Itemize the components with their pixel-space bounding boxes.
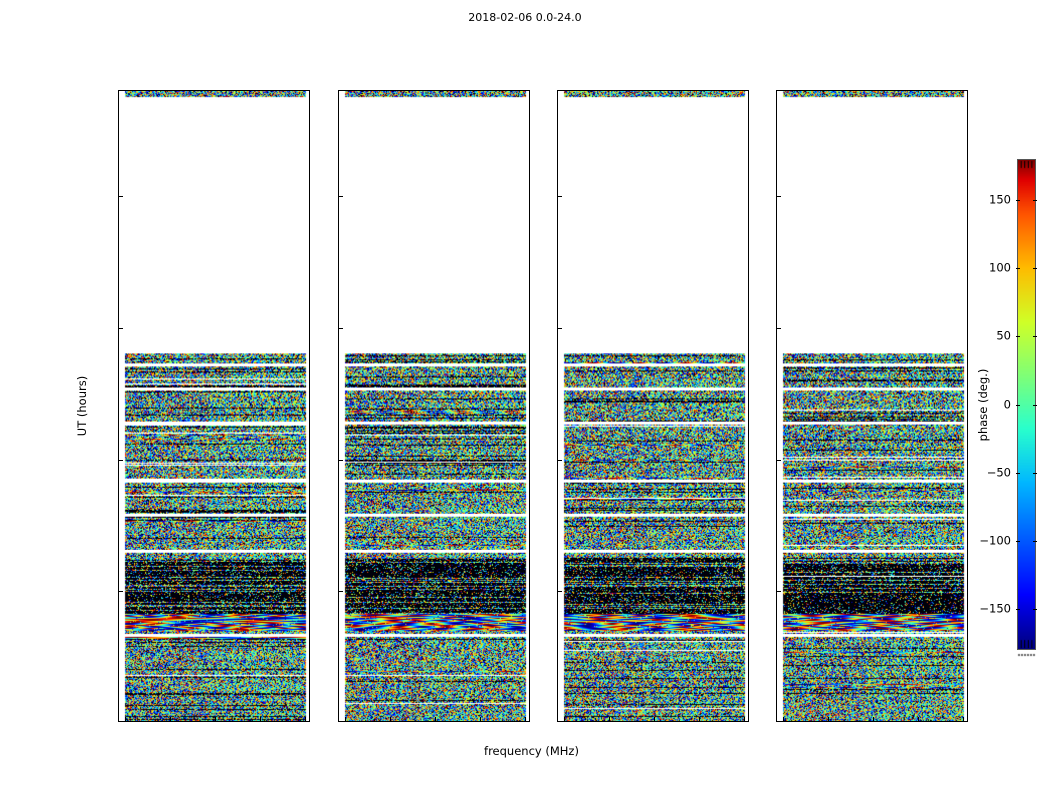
y-axis-tick (777, 196, 781, 198)
colorbar[interactable]: −150 −100 −50 0 50 100 150 (979, 159, 1037, 650)
y-axis-tick (339, 591, 343, 593)
colorbar-tick (1033, 472, 1037, 474)
y-axis-tick (339, 196, 343, 198)
x-axis-tick (390, 717, 391, 721)
x-axis-tick (873, 717, 874, 721)
colorbar-tick (1033, 609, 1037, 611)
x-axis-tick (963, 717, 964, 721)
x-axis-tick (609, 717, 610, 721)
phase-heatmap (558, 91, 748, 721)
phase-heatmap (339, 91, 529, 721)
colorbar-tick (1033, 336, 1037, 338)
colorbar-tick (1016, 540, 1020, 542)
phase-heatmap (119, 91, 309, 721)
colorbar-under-marks (1017, 653, 1036, 657)
colorbar-tick (1016, 609, 1020, 611)
x-axis-tick (260, 717, 261, 721)
x-axis-tick (828, 717, 829, 721)
colorbar-tick (1016, 404, 1020, 406)
y-axis-tick (119, 328, 123, 329)
colorbar-tick-label: −50 (986, 465, 1011, 480)
y-axis-tick (119, 459, 123, 461)
x-axis-tick (435, 717, 436, 721)
y-axis-tick (339, 328, 343, 329)
colorbar-tick (1033, 199, 1037, 201)
y-axis-tick (558, 591, 562, 593)
colorbar-tick-label: 0 (1003, 397, 1011, 411)
y-axis-tick (339, 459, 343, 461)
plot-panel-yy[interactable]: YY, V4*V6=EA05*EA09320335350365380051015… (338, 90, 530, 722)
figure-suptitle: 2018-02-06 0.0-24.0 (468, 11, 582, 24)
x-axis-tick (699, 717, 700, 721)
x-axis-tick (654, 717, 655, 721)
y-axis-tick (119, 196, 123, 198)
x-axis-label: frequency (MHz) (484, 744, 579, 758)
x-axis-tick (564, 717, 565, 721)
colorbar-tick-label: 150 (989, 192, 1011, 207)
x-axis-tick (480, 717, 481, 721)
y-axis-tick (119, 591, 123, 593)
colorbar-tick-label: 100 (989, 260, 1011, 275)
y-axis-tick (558, 196, 562, 198)
y-axis-tick (777, 328, 781, 329)
colorbar-tick (1016, 199, 1020, 201)
x-axis-tick (345, 717, 346, 721)
x-axis-tick (125, 717, 126, 721)
x-axis-tick (783, 717, 784, 721)
y-axis-tick (777, 591, 781, 593)
plot-panel-yx[interactable]: YX, V4*V6=EA05*EA09320335350365380051015… (776, 90, 968, 722)
colorbar-label: phase (deg.) (976, 368, 990, 442)
colorbar-tick (1033, 404, 1037, 406)
y-axis-tick (777, 459, 781, 461)
colorbar-tick (1016, 268, 1020, 270)
colorbar-tick-label: −100 (979, 533, 1011, 548)
colorbar-tick (1016, 336, 1020, 338)
colorbar-tick-label: 50 (996, 328, 1011, 343)
y-axis-tick (558, 459, 562, 461)
y-axis-label: UT (hours) (75, 375, 89, 437)
phase-heatmap (777, 91, 967, 721)
y-axis-tick (558, 328, 562, 329)
plot-panel-xx[interactable]: XX, V4*V6=EA05*EA09320335350365380051015… (118, 90, 310, 722)
colorbar-tick (1016, 472, 1020, 474)
colorbar-tick-label: −150 (979, 601, 1011, 616)
x-axis-tick (525, 717, 526, 721)
x-axis-tick (305, 717, 306, 721)
plot-panel-xy[interactable]: XY, V4*V6=EA05*EA09320335350365380051015… (557, 90, 749, 722)
colorbar-tick (1033, 268, 1037, 270)
x-axis-tick (215, 717, 216, 721)
x-axis-tick (918, 717, 919, 721)
x-axis-tick (170, 717, 171, 721)
colorbar-tick (1033, 540, 1037, 542)
x-axis-tick (744, 717, 745, 721)
